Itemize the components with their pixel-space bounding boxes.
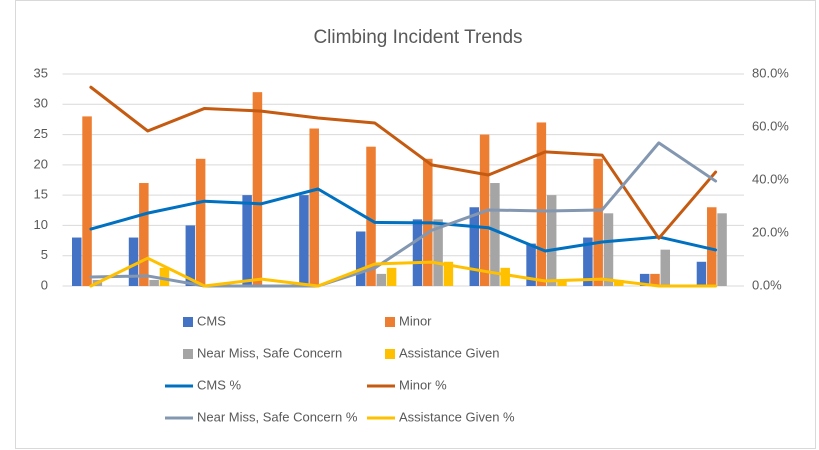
- bar: [546, 195, 557, 286]
- y2-tick-label: 40.0%: [752, 171, 789, 186]
- line-series: [89, 187, 718, 253]
- bar: [355, 231, 366, 286]
- y-tick-label: 30: [34, 96, 48, 111]
- legend-label: Assistance Given: [399, 345, 499, 360]
- bar: [660, 249, 671, 286]
- bar: [650, 273, 660, 286]
- y-tick-label: 20: [34, 156, 48, 171]
- line-series: [89, 85, 718, 240]
- bar: [526, 243, 536, 286]
- bar: [366, 146, 376, 286]
- legend-swatch: [183, 317, 193, 327]
- bar: [299, 195, 309, 286]
- bar: [72, 237, 82, 286]
- bar: [707, 207, 717, 286]
- bar: [309, 128, 319, 286]
- bar: [128, 237, 139, 286]
- bar: [139, 183, 149, 286]
- bar: [500, 267, 510, 286]
- bar: [490, 183, 500, 286]
- y-tick-label: 10: [34, 217, 48, 232]
- y-tick-label: 35: [34, 65, 48, 80]
- y-tick-label: 0: [41, 277, 48, 292]
- legend-label: Near Miss, Safe Concern %: [197, 409, 358, 424]
- bar: [639, 273, 650, 286]
- bar: [583, 237, 593, 286]
- bar: [376, 273, 387, 286]
- y2-tick-label: 0.0%: [752, 277, 782, 292]
- bar: [242, 195, 252, 286]
- line-series: [89, 141, 718, 288]
- bar: [433, 219, 443, 286]
- bar: [443, 261, 454, 286]
- line-series: [89, 256, 718, 288]
- y2-tick-label: 80.0%: [752, 65, 789, 80]
- legend-swatch: [183, 349, 193, 359]
- legend-label: Minor: [399, 313, 432, 328]
- bar: [717, 213, 727, 286]
- bar: [412, 219, 423, 286]
- legend-label: Minor %: [399, 377, 447, 392]
- y-tick-label: 5: [41, 247, 48, 262]
- y2-tick-label: 20.0%: [752, 224, 789, 239]
- y2-tick-label: 60.0%: [752, 118, 789, 133]
- legend-label: Assistance Given %: [399, 409, 515, 424]
- bar: [82, 116, 92, 287]
- bar: [386, 267, 397, 286]
- bar: [614, 279, 624, 286]
- bar: [195, 158, 206, 286]
- bar: [149, 279, 159, 286]
- bar: [603, 213, 614, 286]
- legend-swatch: [385, 317, 395, 327]
- bar: [252, 92, 263, 287]
- legend-label: CMS: [197, 313, 226, 328]
- bar: [185, 225, 196, 286]
- bar: [469, 207, 480, 286]
- bar: [593, 158, 603, 286]
- bar: [696, 261, 707, 286]
- y-tick-label: 15: [34, 187, 48, 202]
- legend-label: CMS %: [197, 377, 242, 392]
- chart-title: Climbing Incident Trends: [313, 27, 522, 48]
- y-tick-label: 25: [34, 126, 48, 141]
- legend-label: Near Miss, Safe Concern: [197, 345, 342, 360]
- legend-swatch: [385, 349, 395, 359]
- bar: [536, 122, 547, 286]
- bar: [159, 267, 170, 286]
- bar: [557, 279, 567, 286]
